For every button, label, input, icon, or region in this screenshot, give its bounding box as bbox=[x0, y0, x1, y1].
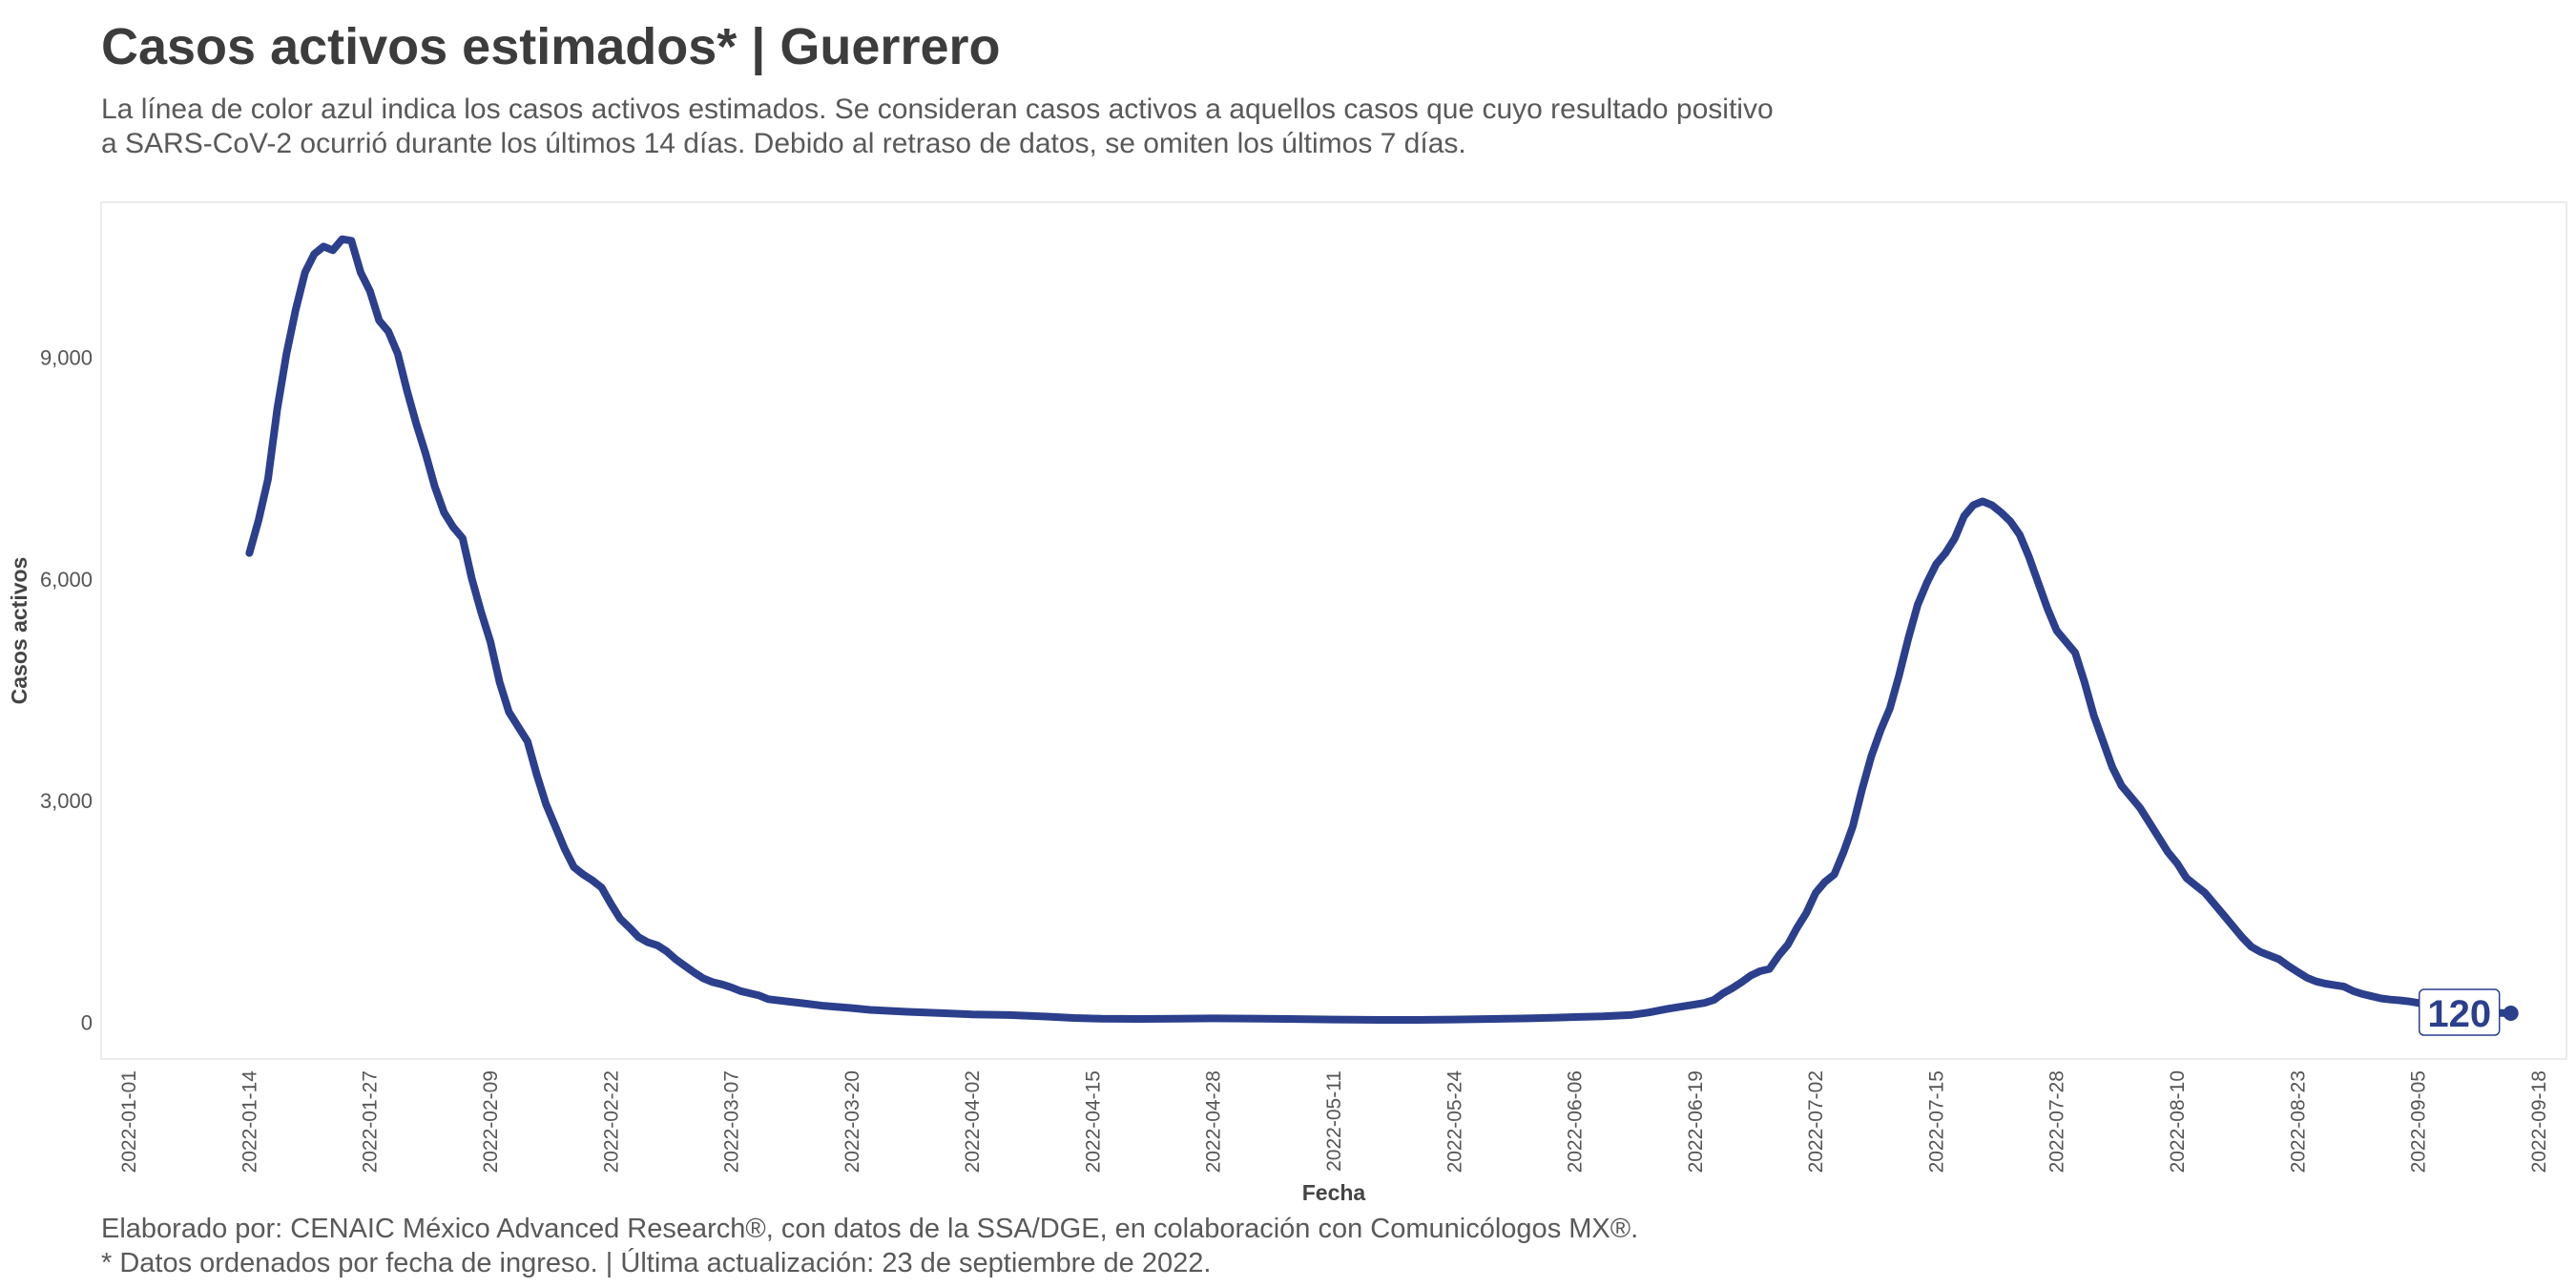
x-tick-label: 2022-05-24 bbox=[1444, 1070, 1465, 1174]
x-tick-label: 2022-06-06 bbox=[1565, 1070, 1587, 1173]
last-value-label-box bbox=[2418, 988, 2501, 1036]
x-tick-label: 2022-05-11 bbox=[1323, 1070, 1345, 1172]
y-tick-label: 9,000 bbox=[40, 346, 93, 370]
y-axis-title: Casos activos bbox=[7, 557, 31, 705]
x-tick-label: 2022-04-28 bbox=[1203, 1070, 1225, 1173]
x-axis: 2022-01-01 2022-01-14 2022-01-27 2022-02-09… bbox=[118, 1070, 2550, 1174]
y-tick-label: 3,000 bbox=[40, 789, 93, 813]
x-axis-title: Fecha bbox=[1302, 1180, 1366, 1205]
x-tick-label: 2022-01-14 bbox=[239, 1070, 260, 1174]
chart-caption: Elaborado por: CENAIC México Advanced Re… bbox=[101, 1212, 1638, 1280]
chart-title: Casos activos estimados* | Guerrero bbox=[101, 18, 1001, 75]
x-tick-label: 2022-02-22 bbox=[600, 1070, 622, 1173]
x-tick-label: 2022-02-09 bbox=[480, 1070, 502, 1173]
x-tick-label: 2022-04-02 bbox=[962, 1070, 984, 1173]
caption-line-2: * Datos ordenados por fecha de ingreso. … bbox=[101, 1248, 1212, 1278]
caption-line-1: Elaborado por: CENAIC México Advanced Re… bbox=[101, 1214, 1639, 1244]
chart-subtitle: La línea de color azul indica los casos … bbox=[101, 93, 1914, 161]
x-tick-label: 2022-06-19 bbox=[1685, 1070, 1707, 1173]
x-tick-label: 2022-03-07 bbox=[721, 1070, 743, 1173]
x-tick-label: 2022-08-10 bbox=[2167, 1070, 2189, 1173]
x-tick-label: 2022-01-01 bbox=[118, 1070, 140, 1173]
subtitle-line-1: La línea de color azul indica los casos … bbox=[101, 93, 1774, 125]
x-tick-label: 2022-07-15 bbox=[1925, 1070, 1947, 1173]
subtitle-line-2: a SARS-CoV-2 ocurrió durante los últimos… bbox=[101, 128, 1466, 159]
x-tick-label: 2022-03-20 bbox=[841, 1070, 863, 1173]
y-axis: 0 3,000 6,000 9,000 bbox=[40, 346, 93, 1035]
x-tick-label: 2022-07-28 bbox=[2046, 1070, 2068, 1173]
last-point-marker bbox=[2503, 1006, 2519, 1022]
x-tick-label: 2022-07-02 bbox=[1805, 1070, 1827, 1173]
series-line-casos-activos bbox=[245, 235, 2515, 1024]
x-tick-label: 2022-09-18 bbox=[2528, 1070, 2550, 1173]
x-tick-label: 2022-01-27 bbox=[360, 1070, 382, 1173]
x-tick-label: 2022-04-15 bbox=[1082, 1070, 1104, 1173]
y-tick-label: 0 bbox=[81, 1010, 93, 1034]
x-tick-label: 2022-09-05 bbox=[2408, 1070, 2430, 1173]
y-tick-label: 6,000 bbox=[40, 568, 93, 592]
plot-frame bbox=[100, 201, 2567, 1060]
x-tick-label: 2022-08-23 bbox=[2287, 1070, 2309, 1173]
last-value-label: 120 bbox=[2427, 993, 2491, 1035]
